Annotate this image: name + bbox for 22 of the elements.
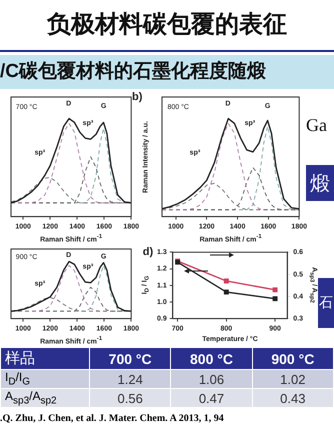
point	[272, 296, 278, 302]
series-label: I$_{D}$/I$_{G}$	[0, 370, 90, 388]
category-label: 900 °C	[252, 348, 334, 370]
data-label: 0.56	[90, 388, 171, 408]
text: 负极材料碳包覆的表征	[46, 10, 288, 40]
chart-title: b)	[132, 91, 142, 103]
data-label: 0.43	[252, 388, 334, 408]
text: 样品	[0, 348, 90, 370]
text: /C碳包覆材料的石墨化程度随煅	[0, 55, 334, 89]
data-label: 1.24	[90, 370, 171, 388]
text: 石	[318, 278, 334, 328]
series-label: A$_{sp3}$/A$_{sp2}$	[0, 388, 90, 408]
text: 煅	[306, 165, 334, 201]
chart-title: d)	[142, 246, 154, 258]
category-label: 800 °C	[170, 348, 252, 370]
data-label: 0.47	[170, 388, 252, 408]
data-label: 1.06	[170, 370, 252, 388]
text: Ga	[306, 115, 327, 136]
point	[224, 290, 229, 295]
text: .Q. Zhu, J. Chen, et al. J. Mater. Chem. A 2013, 1, 94	[0, 413, 225, 424]
category-label: 700 °C	[90, 348, 171, 370]
data-label: 1.02	[252, 370, 334, 388]
